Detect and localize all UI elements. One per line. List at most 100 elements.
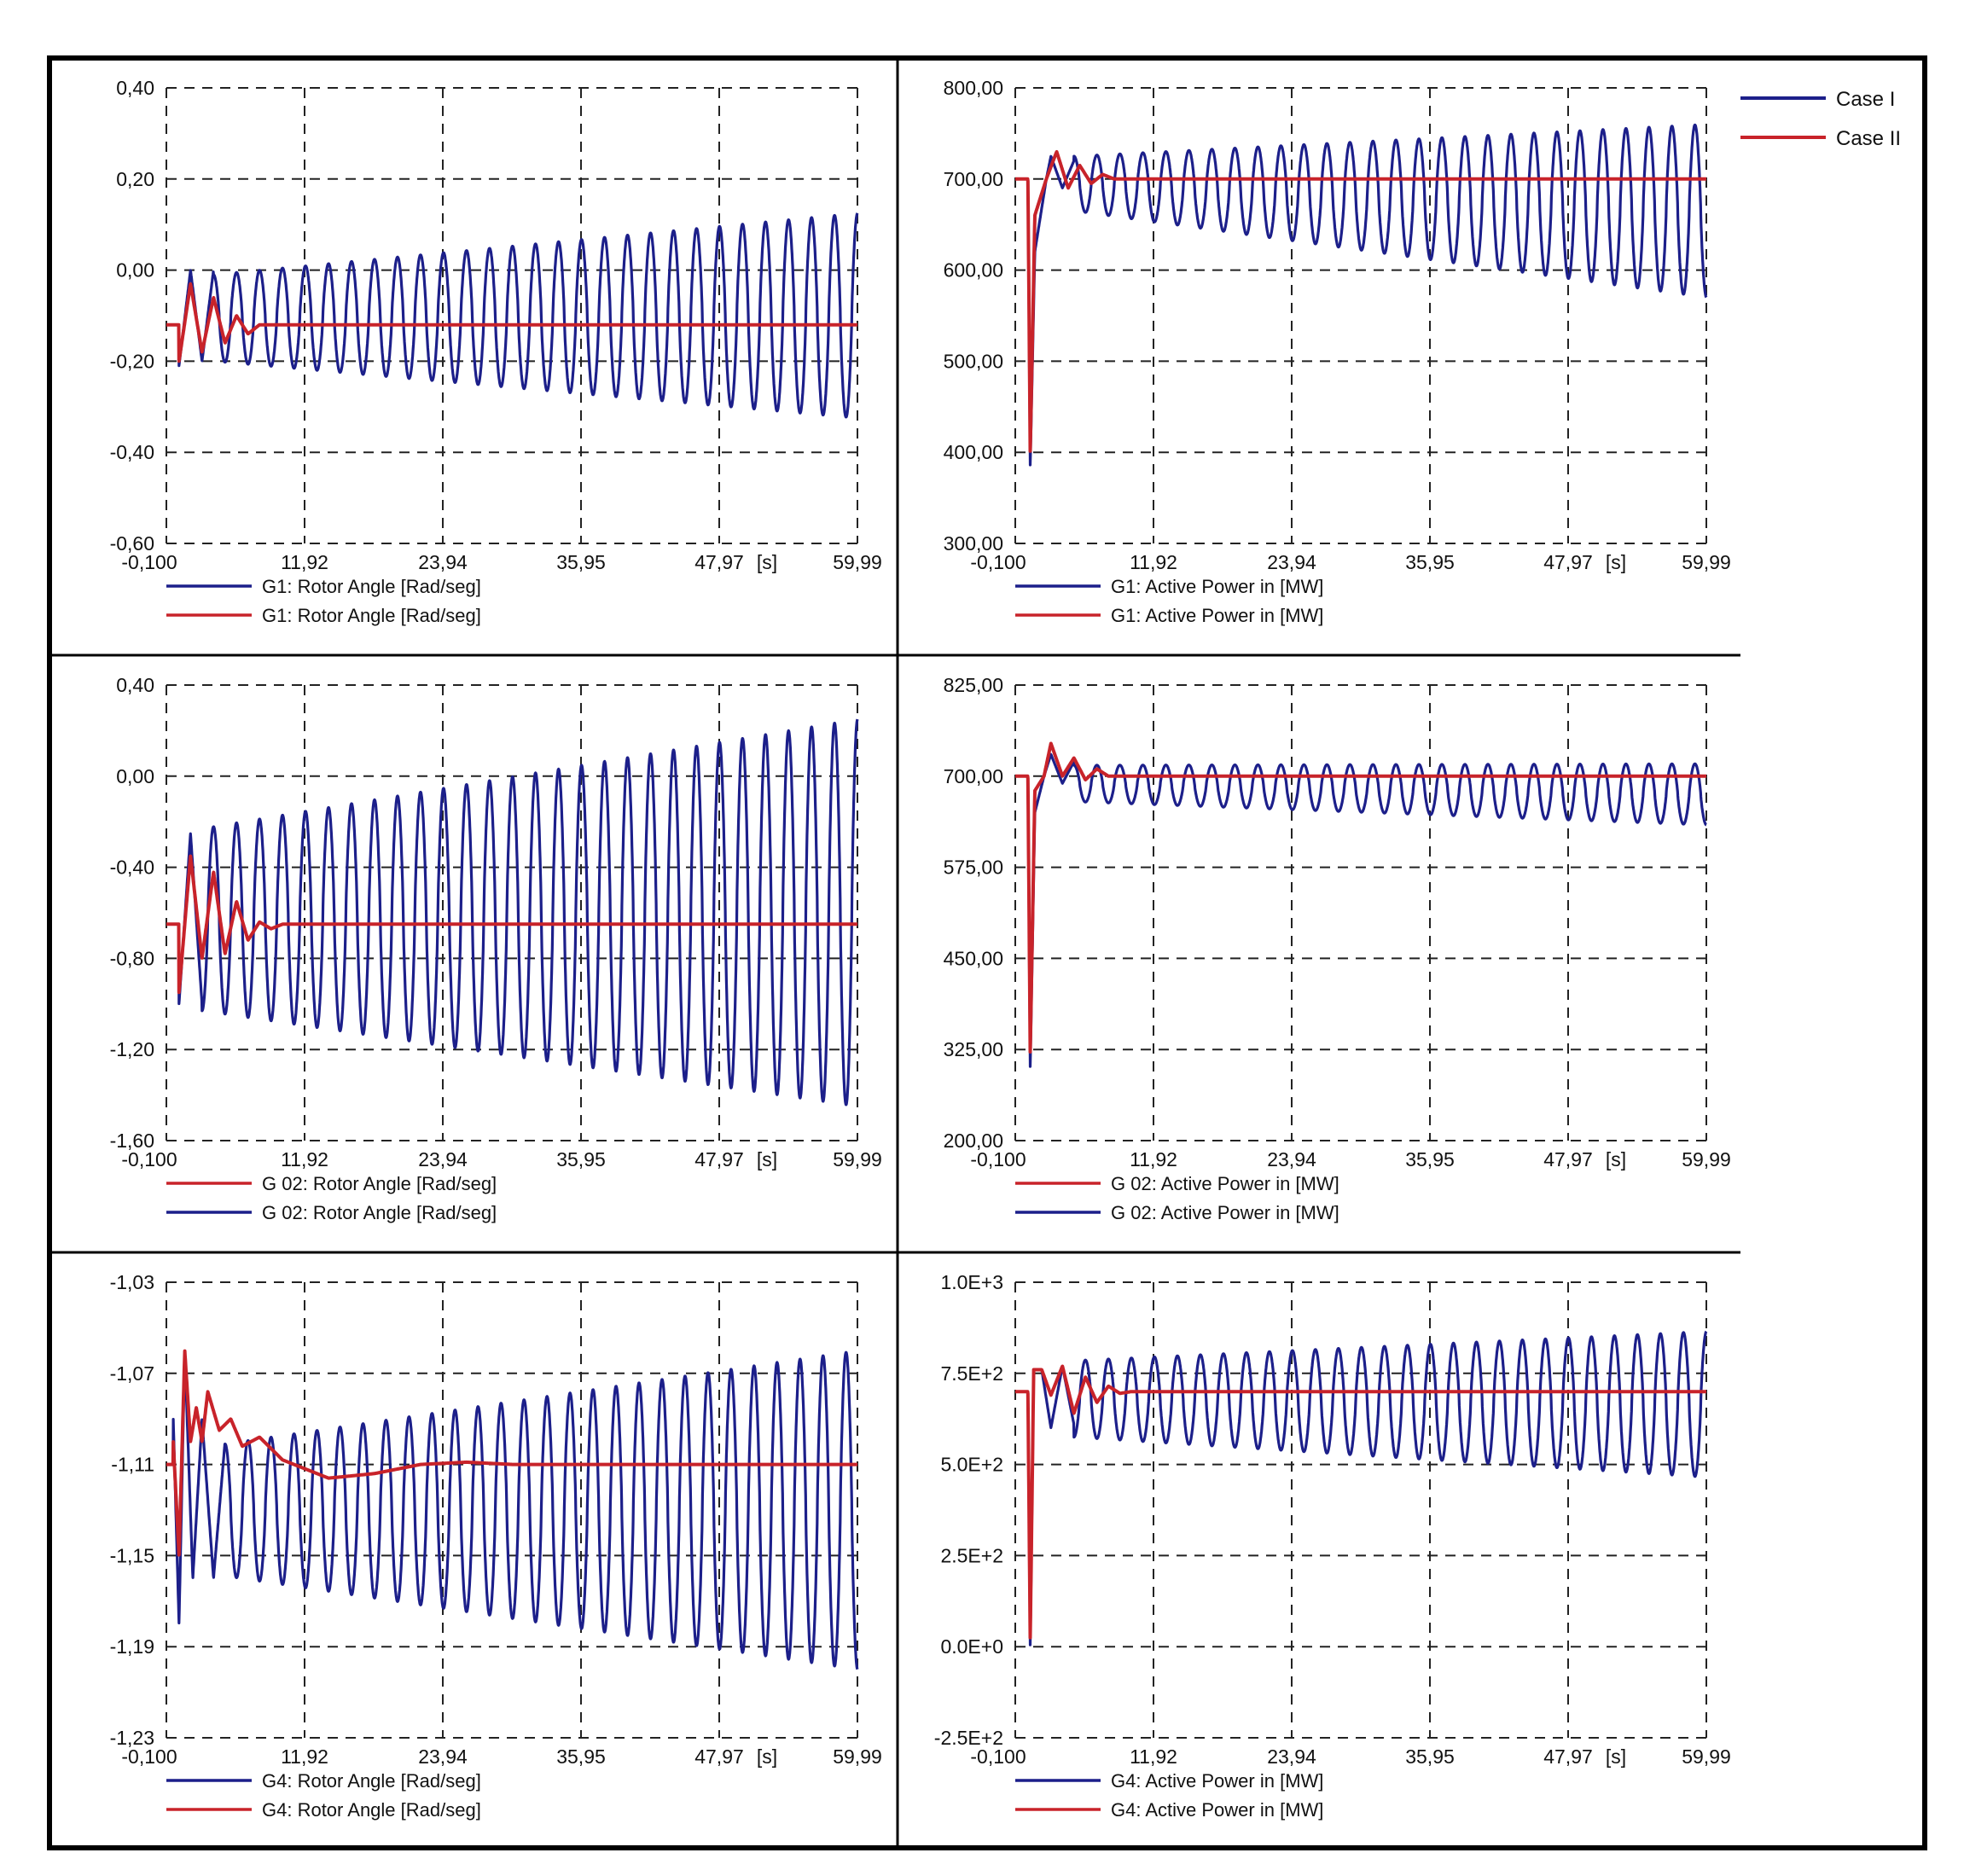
x-tick-label: -0,100 — [970, 1745, 1026, 1768]
x-tick-label: 23,94 — [418, 1148, 468, 1170]
x-tick-label: 35,95 — [556, 1148, 606, 1170]
x-tick-label: 47,97 — [1543, 1745, 1593, 1768]
y-tick-label: 400,00 — [944, 441, 1003, 463]
y-tick-label: 700,00 — [944, 765, 1003, 787]
x-tick-label: 11,92 — [281, 1148, 328, 1170]
x-tick-label: 11,92 — [281, 551, 328, 573]
x-tick-label: 59,99 — [1682, 551, 1731, 573]
y-tick-label: 0,40 — [116, 674, 154, 696]
chart-g2-power: 825,00 700,00 575,00 450,00 325,00 200,00-0,1… — [944, 674, 1731, 1223]
x-tick-label: 59,99 — [833, 1148, 882, 1170]
x-tick-label: 47,97 — [1543, 551, 1593, 573]
chart-g4-power: 1.0E+3 7.5E+2 5.0E+2 2.5E+2 0.0E+0 -2.5E+2-0,… — [934, 1271, 1731, 1821]
y-tick-label: -0,60 — [110, 532, 154, 555]
x-tick-label: -0,100 — [121, 1148, 177, 1170]
chart-panels: 0,40 0,20 0,00 -0,20 -0,40 -0,60 -0,100 11,92 23… — [110, 77, 1731, 1821]
chart-g1-rotor: 0,40 0,20 0,00 -0,20 -0,40 -0,60-0,100 11,92 23… — [110, 77, 882, 626]
x-unit-label: [s] — [1606, 1745, 1626, 1768]
legend-label: G4: Rotor Angle [Rad/seg] — [262, 1770, 481, 1792]
series-line-case1 — [1014, 1330, 1708, 1647]
y-tick-label: -2.5E+2 — [934, 1727, 1003, 1749]
y-tick-label: -1,60 — [110, 1130, 154, 1152]
y-tick-label: 600,00 — [944, 259, 1003, 282]
x-tick-label: 11,92 — [1130, 1148, 1177, 1170]
y-tick-label: 700,00 — [944, 168, 1003, 190]
series-line-case1 — [1014, 752, 1708, 1068]
y-tick-label: -1,19 — [110, 1635, 154, 1658]
series-line-case2 — [1014, 741, 1708, 1054]
y-tick-label: 450,00 — [944, 947, 1003, 969]
x-tick-label: 35,95 — [1405, 1745, 1455, 1768]
series-line-case1 — [165, 212, 859, 419]
x-unit-label: [s] — [757, 1148, 777, 1170]
y-tick-label: 825,00 — [944, 674, 1003, 696]
y-tick-label: 325,00 — [944, 1038, 1003, 1060]
x-tick-label: 23,94 — [418, 551, 468, 573]
x-tick-label: 47,97 — [694, 1148, 744, 1170]
outer-frame — [47, 55, 1927, 1850]
y-tick-label: 800,00 — [944, 77, 1003, 99]
y-tick-label: 7.5E+2 — [940, 1362, 1003, 1385]
x-tick-label: 59,99 — [1682, 1745, 1731, 1768]
y-tick-label: 0,00 — [116, 259, 154, 282]
y-tick-label: -0,80 — [110, 947, 154, 969]
y-tick-label: 5.0E+2 — [940, 1454, 1003, 1476]
y-tick-label: -0,20 — [110, 350, 154, 372]
x-unit-label: [s] — [1606, 1148, 1626, 1170]
y-tick-label: 500,00 — [944, 350, 1003, 372]
x-tick-label: 35,95 — [1405, 551, 1455, 573]
y-tick-label: 2.5E+2 — [940, 1544, 1003, 1566]
y-tick-label: 0,20 — [116, 168, 154, 190]
legend-label: G1: Active Power in [MW] — [1111, 576, 1323, 597]
x-tick-label: 11,92 — [1130, 1745, 1177, 1768]
y-tick-label: 0,00 — [116, 765, 154, 787]
y-tick-label: 1.0E+3 — [940, 1271, 1003, 1293]
series-line-case1 — [1014, 123, 1708, 467]
y-tick-label: 0.0E+0 — [940, 1635, 1003, 1658]
x-tick-label: 11,92 — [281, 1745, 328, 1768]
x-tick-label: 23,94 — [1267, 1745, 1316, 1768]
legend-label: G 02: Rotor Angle [Rad/seg] — [262, 1173, 497, 1194]
legend-label: G1: Active Power in [MW] — [1111, 605, 1323, 626]
legend-label: G 02: Active Power in [MW] — [1111, 1202, 1339, 1223]
x-tick-label: -0,100 — [970, 1148, 1026, 1170]
legend-label: G 02: Active Power in [MW] — [1111, 1173, 1339, 1194]
y-tick-label: -1,23 — [110, 1727, 154, 1749]
legend-label: G1: Rotor Angle [Rad/seg] — [262, 576, 481, 597]
x-tick-label: 23,94 — [1267, 1148, 1316, 1170]
series-line-case2 — [165, 854, 859, 995]
chart-g4-rotor: -1,03 -1,07 -1,11 -1,15 -1,19 -1,23-0,100 11,9… — [110, 1271, 882, 1821]
chart-g2-rotor: 0,40 0,00 -0,40 -0,80 -1,20 -1,60-0,100 11,92 2… — [110, 674, 882, 1223]
x-tick-label: 59,99 — [1682, 1148, 1731, 1170]
series-line-case2 — [165, 282, 859, 363]
x-tick-label: 23,94 — [1267, 551, 1316, 573]
x-tick-label: 35,95 — [556, 1745, 606, 1768]
y-tick-label: -1,11 — [111, 1454, 154, 1476]
series-line-case1 — [165, 1350, 859, 1670]
x-unit-label: [s] — [1606, 551, 1626, 573]
series-line-case2 — [1014, 1364, 1708, 1640]
x-unit-label: [s] — [757, 1745, 777, 1768]
series-line-case1 — [165, 718, 859, 1106]
x-unit-label: [s] — [757, 551, 777, 573]
x-tick-label: -0,100 — [970, 551, 1026, 573]
y-tick-label: -1,15 — [110, 1544, 154, 1566]
x-tick-label: 47,97 — [694, 551, 744, 573]
x-tick-label: 47,97 — [1543, 1148, 1593, 1170]
legend-label-case2: Case II — [1836, 127, 1901, 150]
x-tick-label: 11,92 — [1130, 551, 1177, 573]
y-tick-label: 300,00 — [944, 532, 1003, 555]
chart-g1-power: 800,00 700,00 600,00 500,00 400,00 300,00-0,1… — [944, 77, 1731, 626]
y-tick-label: -1,07 — [110, 1362, 154, 1385]
y-tick-label: -1,03 — [110, 1271, 154, 1293]
legend-label-case1: Case I — [1836, 88, 1895, 111]
legend-label: G4: Active Power in [MW] — [1111, 1770, 1323, 1792]
x-tick-label: 47,97 — [694, 1745, 744, 1768]
x-tick-label: 35,95 — [556, 551, 606, 573]
y-tick-label: -0,40 — [110, 441, 154, 463]
y-tick-label: -1,20 — [110, 1038, 154, 1060]
legend-label: G1: Rotor Angle [Rad/seg] — [262, 605, 481, 626]
series-line-case2 — [1014, 150, 1708, 453]
global-legend: Case I Case II — [1740, 88, 1901, 150]
legend-label: G4: Active Power in [MW] — [1111, 1799, 1323, 1821]
